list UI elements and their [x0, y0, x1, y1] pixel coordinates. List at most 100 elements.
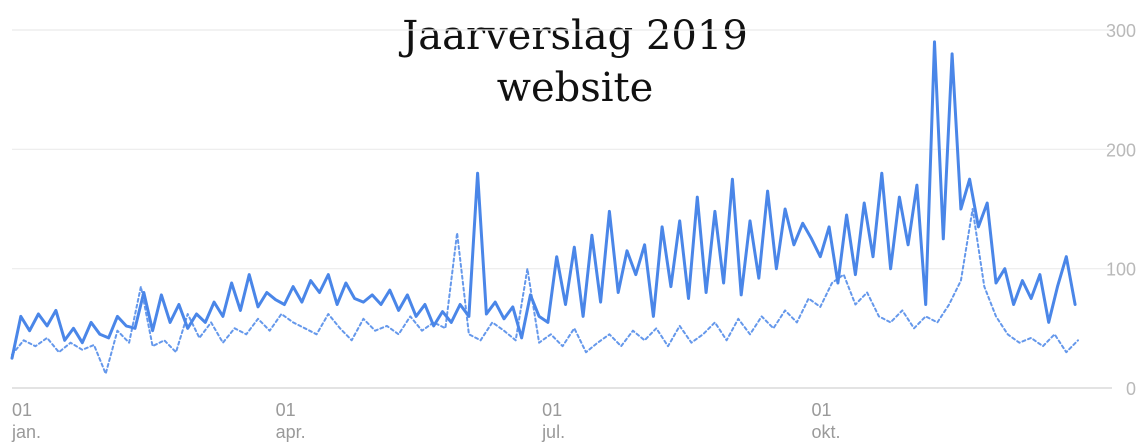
y-tick-label: 100 [1106, 260, 1136, 280]
data-point [772, 327, 774, 329]
x-tick-day-label: 01 [276, 400, 296, 420]
data-point [318, 291, 320, 293]
data-point [960, 208, 962, 210]
data-point [339, 327, 341, 329]
data-point [362, 318, 364, 320]
data-point [441, 310, 443, 312]
data-point [93, 344, 95, 346]
data-point [520, 337, 522, 339]
data-point [564, 303, 566, 305]
data-point [503, 318, 505, 320]
data-point [828, 226, 830, 228]
data-point [175, 351, 177, 353]
data-point [758, 277, 760, 279]
data-point [187, 327, 189, 329]
data-point [784, 309, 786, 311]
data-point [283, 303, 285, 305]
data-point [573, 246, 575, 248]
data-point [608, 333, 610, 335]
data-point [561, 345, 563, 347]
data-point [46, 337, 48, 339]
data-point [210, 321, 212, 323]
data-point [547, 321, 549, 323]
data-point [1030, 297, 1032, 299]
data-point [280, 313, 282, 315]
data-point [802, 222, 804, 224]
data-point [69, 342, 71, 344]
data-point [274, 299, 276, 301]
data-point [353, 297, 355, 299]
data-point [140, 285, 142, 287]
data-point [951, 53, 953, 55]
data-point [550, 333, 552, 335]
chart-title-line-1: Jaarverslag 2019 [402, 13, 748, 59]
data-point [1012, 303, 1014, 305]
x-tick-month-label: jul. [541, 422, 565, 442]
data-point [749, 220, 751, 222]
data-point [1007, 333, 1009, 335]
data-point [925, 315, 927, 317]
data-point [1030, 337, 1032, 339]
data-point [1065, 256, 1067, 258]
data-point [450, 321, 452, 323]
data-point [476, 172, 478, 174]
data-point [371, 294, 373, 296]
data-point [433, 325, 435, 327]
data-point [34, 345, 36, 347]
data-point [766, 190, 768, 192]
data-point [526, 268, 528, 270]
data-point [105, 373, 107, 375]
data-point [722, 282, 724, 284]
data-point [632, 330, 634, 332]
data-point [696, 196, 698, 198]
data-point [983, 285, 985, 287]
data-point [213, 301, 215, 303]
data-point [775, 268, 777, 270]
data-point [1048, 321, 1050, 323]
data-point [160, 294, 162, 296]
data-point [995, 315, 997, 317]
data-point [55, 309, 57, 311]
data-point [327, 273, 329, 275]
data-point [459, 303, 461, 305]
data-point [107, 337, 109, 339]
data-point [134, 327, 136, 329]
data-point [315, 333, 317, 335]
data-point [585, 351, 587, 353]
data-point [257, 318, 259, 320]
y-tick-label: 300 [1106, 21, 1136, 41]
data-point [995, 282, 997, 284]
data-point [421, 330, 423, 332]
data-point [128, 342, 130, 344]
data-point [591, 234, 593, 236]
data-point [491, 321, 493, 323]
series-lines [10, 40, 1079, 375]
data-point [245, 333, 247, 335]
data-point [163, 339, 165, 341]
data-point [796, 321, 798, 323]
data-point [362, 301, 364, 303]
gridlines [12, 29, 1112, 389]
data-point [468, 315, 470, 317]
data-point [116, 315, 118, 317]
data-point [749, 333, 751, 335]
data-point [670, 285, 672, 287]
data-point [99, 333, 101, 335]
data-point [705, 291, 707, 293]
data-point [878, 315, 880, 317]
data-point [907, 244, 909, 246]
data-point [143, 291, 145, 293]
data-point [310, 279, 312, 281]
data-point [933, 41, 935, 43]
data-point [409, 315, 411, 317]
series-line-solid [10, 40, 1077, 360]
data-point [784, 208, 786, 210]
data-point [597, 342, 599, 344]
data-point [854, 273, 856, 275]
data-point [204, 321, 206, 323]
data-point [925, 303, 927, 305]
data-point [679, 325, 681, 327]
data-point [187, 313, 189, 315]
